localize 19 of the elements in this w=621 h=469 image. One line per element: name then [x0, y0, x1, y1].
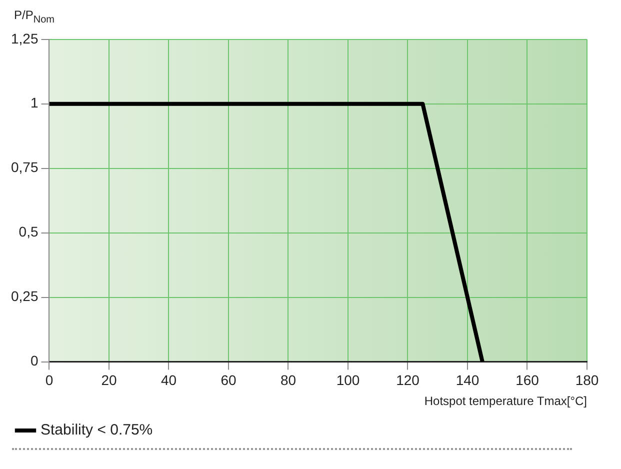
- x-tick-label: 180: [575, 372, 599, 388]
- x-tick-label: 80: [280, 372, 296, 388]
- x-tick-label: 60: [220, 372, 236, 388]
- x-tick-label: 120: [396, 372, 420, 388]
- x-tick-label: 140: [456, 372, 480, 388]
- x-tick-label: 160: [516, 372, 540, 388]
- x-tick-label: 0: [45, 372, 54, 388]
- y-tick-label: 1: [30, 94, 38, 111]
- y-tick-label: 0,75: [11, 159, 38, 176]
- x-tick-label: 40: [160, 372, 177, 388]
- y-tick-label: 0,5: [18, 224, 38, 240]
- x-tick-label: 100: [336, 372, 360, 388]
- y-tick-label: 0: [30, 352, 38, 369]
- y-axis-title: P/P$_{Nom}$: [13, 8, 56, 28]
- y-tick-label: 1,25: [11, 30, 38, 46]
- x-tick-label: 20: [101, 372, 117, 388]
- legend-label: Stability < 0.75%: [40, 422, 153, 439]
- x-axis-title: Hotspot temperature Tmax[°C]: [424, 394, 587, 408]
- y-tick-label: 0,25: [11, 288, 38, 304]
